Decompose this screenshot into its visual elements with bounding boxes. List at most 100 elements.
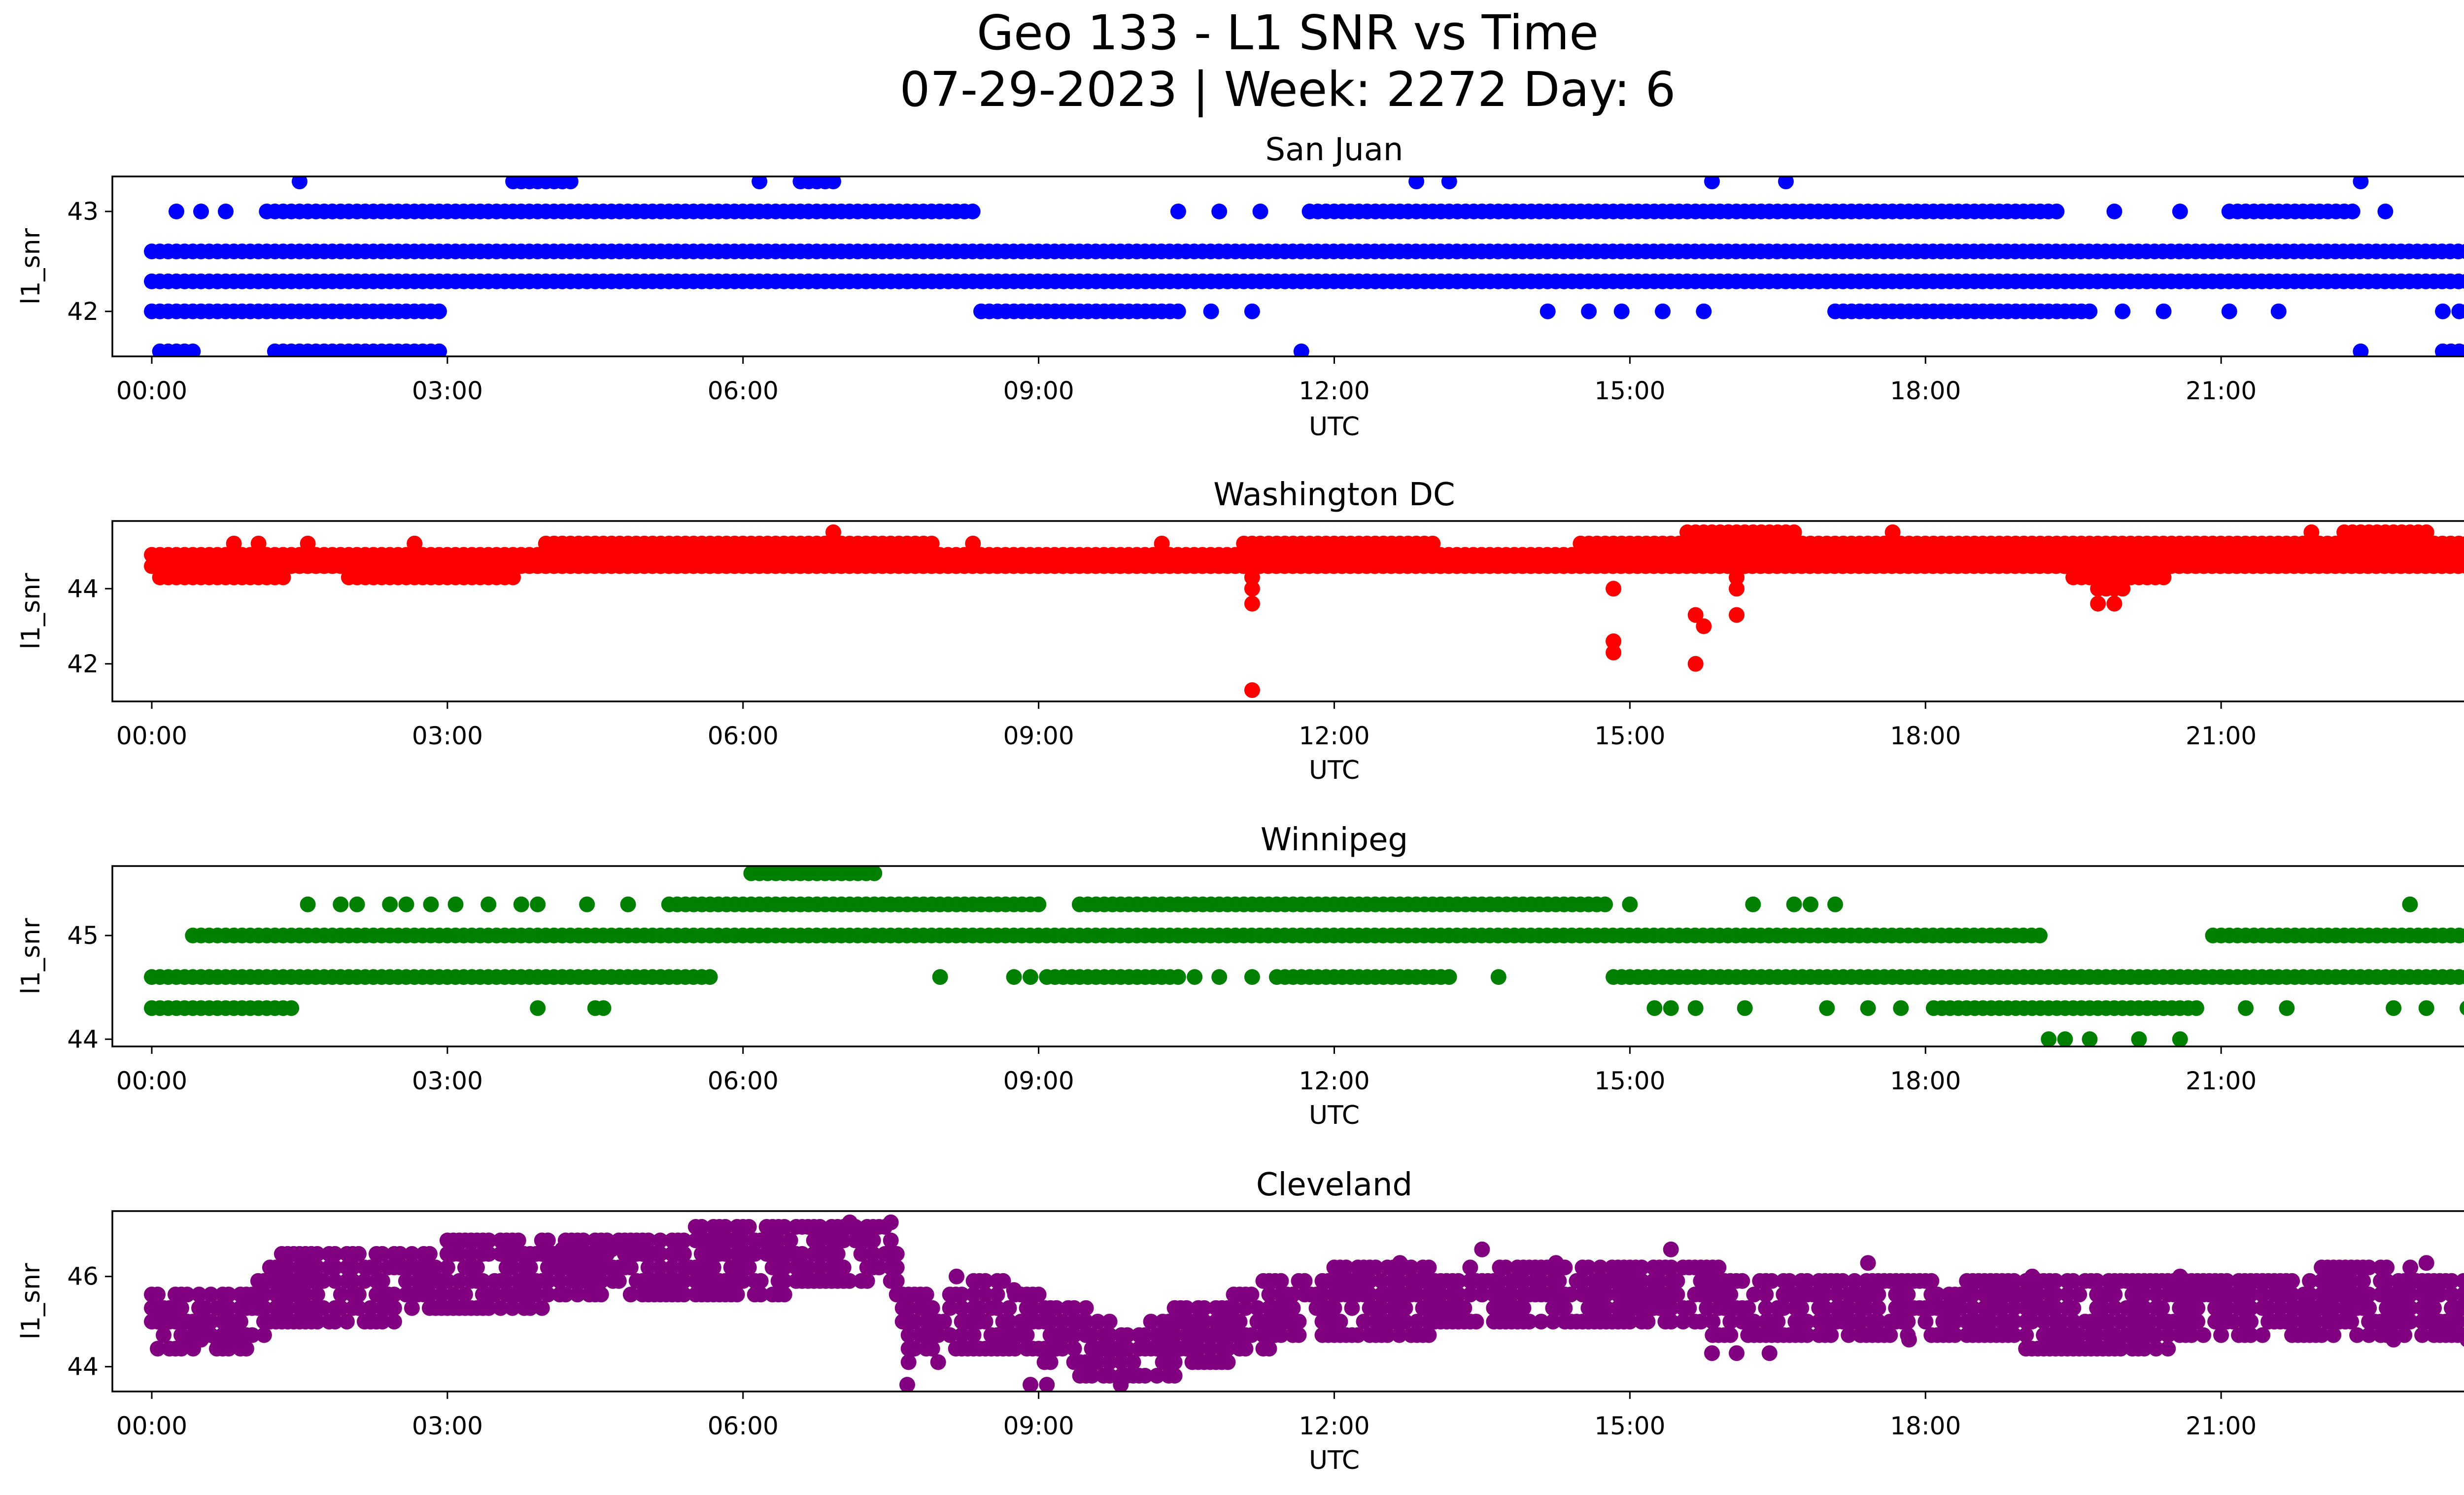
data-point <box>841 1273 857 1289</box>
x-tick-label: 12:00 <box>1299 722 1369 750</box>
data-point <box>1663 1241 1679 1257</box>
data-point <box>1606 581 1622 597</box>
data-point <box>812 1259 828 1276</box>
data-point <box>936 1314 952 1330</box>
subplot-1: San Juan 00:00 03:00 06:00 09:00 12:00 15:00 18… <box>16 132 2464 442</box>
data-point <box>1244 682 1260 698</box>
data-point <box>1504 1286 1520 1303</box>
data-point <box>977 1273 993 1289</box>
data-point <box>2082 1031 2098 1046</box>
data-point <box>1211 204 1228 219</box>
data-point <box>1332 1314 1348 1330</box>
data-point <box>1870 1314 1886 1330</box>
data-point <box>1220 1354 1236 1370</box>
data-point <box>1900 1314 1916 1330</box>
data-point <box>1758 1286 1774 1303</box>
data-point <box>339 1314 355 1330</box>
data-point <box>2303 524 2320 540</box>
x-tick-label: 00:00 <box>116 377 187 405</box>
data-point <box>350 1246 367 1262</box>
data-point <box>1048 1300 1064 1316</box>
data-point <box>1178 1300 1195 1316</box>
data-point <box>2190 1314 2206 1330</box>
data-point <box>1551 1273 1567 1289</box>
data-point <box>2065 1314 2082 1330</box>
data-point <box>622 1259 639 1276</box>
data-point <box>1722 1327 1739 1343</box>
data-point <box>729 1286 745 1303</box>
data-point <box>2279 1000 2295 1016</box>
data-point <box>2302 1286 2318 1303</box>
data-point <box>368 1259 384 1276</box>
data-point <box>2195 1327 2212 1343</box>
data-point <box>776 1273 792 1289</box>
data-point <box>1149 1368 1165 1384</box>
data-point <box>1858 1300 1875 1316</box>
data-point <box>1764 1273 1780 1289</box>
data-point <box>664 1259 680 1276</box>
data-point <box>1994 1300 2011 1316</box>
data-point <box>2243 1286 2259 1303</box>
data-point <box>344 1273 361 1289</box>
data-point <box>2018 1327 2034 1343</box>
x-tick-label: 03:00 <box>412 377 483 405</box>
data-point <box>279 1300 296 1316</box>
data-point <box>1379 1327 1396 1343</box>
x-axis-label: UTC <box>1309 1101 1360 1130</box>
data-point <box>150 1286 166 1303</box>
data-point <box>1291 1314 1307 1330</box>
data-point <box>2402 1286 2419 1303</box>
data-point <box>652 1259 668 1276</box>
data-point <box>315 1300 331 1316</box>
y-tick-label: 43 <box>67 197 99 226</box>
data-point <box>2418 1000 2434 1016</box>
subplot-panels: San Juan 00:00 03:00 06:00 09:00 12:00 15:00 18… <box>16 132 2464 1475</box>
data-point <box>1391 1327 1407 1343</box>
subplot-title: Winnipeg <box>1261 822 1408 858</box>
data-point <box>1681 1300 1697 1316</box>
data-point <box>954 1327 970 1343</box>
data-point <box>1019 1327 1035 1343</box>
data-point <box>504 1300 520 1316</box>
data-point <box>1817 1300 1833 1316</box>
data-point <box>735 1232 751 1249</box>
data-point <box>2219 1300 2235 1316</box>
data-point <box>209 1331 226 1348</box>
data-point <box>1663 1300 1679 1316</box>
data-point <box>480 1232 497 1249</box>
data-point <box>1137 1327 1153 1343</box>
data-point <box>350 1286 367 1303</box>
data-point <box>2115 303 2131 319</box>
data-point <box>1078 1314 1094 1330</box>
data-point <box>1066 1300 1082 1316</box>
data-point <box>2386 1000 2402 1016</box>
data-point <box>995 1273 1011 1289</box>
data-point <box>676 1232 692 1249</box>
x-tick-label: 21:00 <box>2186 1067 2257 1095</box>
data-point <box>2131 1031 2147 1046</box>
data-point <box>2302 1273 2318 1289</box>
data-point <box>1023 1377 1038 1391</box>
data-point <box>463 1246 479 1262</box>
data-point <box>932 969 948 985</box>
data-point <box>1515 1273 1532 1289</box>
data-point <box>2172 204 2188 219</box>
data-point <box>871 1259 887 1276</box>
x-tick-label: 12:00 <box>1299 1412 1369 1440</box>
data-point <box>1870 1300 1886 1316</box>
data-point <box>2113 1314 2129 1330</box>
data-point <box>747 1246 763 1262</box>
data-point <box>1474 1286 1490 1303</box>
subplot-4: Cleveland 00:00 03:00 06:00 09:00 12:00 15:00 1… <box>16 1167 2464 1475</box>
data-point <box>2006 1314 2022 1330</box>
data-point <box>1143 1314 1159 1330</box>
data-point <box>924 1341 940 1357</box>
data-point <box>1893 1000 1909 1016</box>
data-point <box>1462 1286 1478 1303</box>
data-point <box>2460 1001 2464 1015</box>
data-point <box>433 1286 449 1303</box>
data-point <box>1025 1300 1041 1316</box>
x-axis-label: UTC <box>1309 412 1360 442</box>
data-point <box>866 866 883 881</box>
data-point <box>244 1327 260 1343</box>
